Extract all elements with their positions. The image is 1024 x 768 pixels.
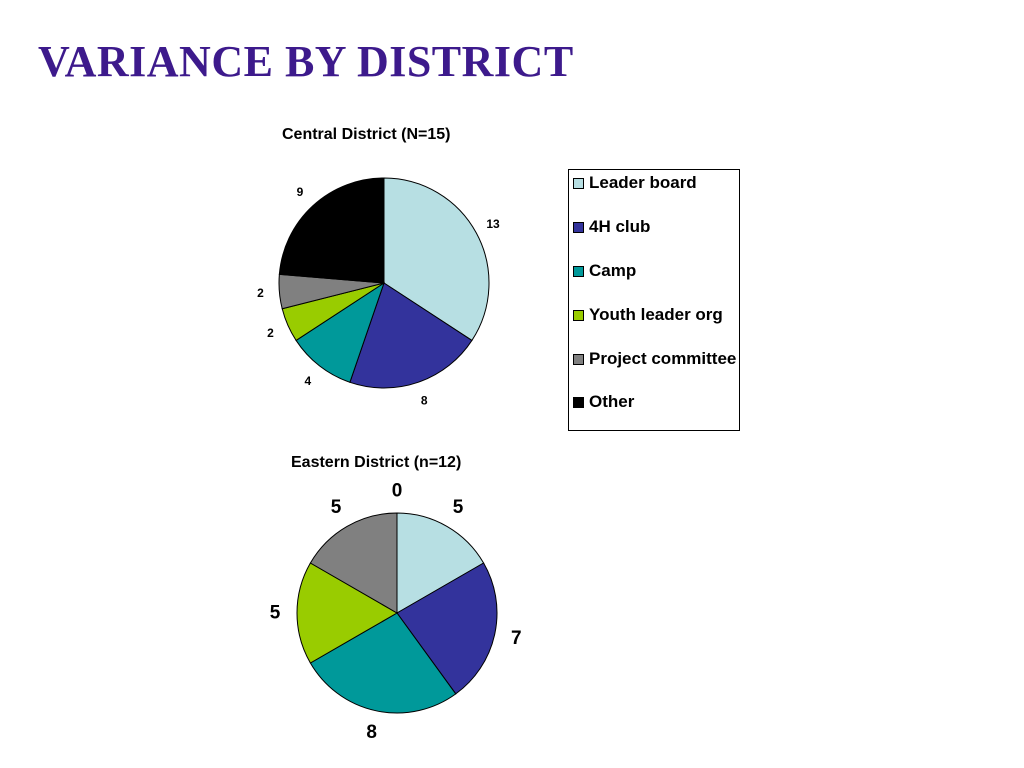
eastern-data-label-leader-board: 5 [453,497,464,518]
central-data-label-leader-board: 13 [486,217,500,231]
legend-label: Camp [589,261,637,280]
legend-label: Project committee [589,349,737,368]
eastern-data-label-4h-club: 7 [511,628,522,649]
eastern-slice-leader-board [396,512,485,614]
legend-item-project-committee: Project committee [573,349,736,369]
legend-swatch [573,222,584,233]
legend-item-leader-board: Leader board [573,173,697,193]
legend-label: Youth leader org [589,305,723,324]
chart-legend: Leader board 4H club Camp Youth leader o… [568,169,740,431]
legend-label: 4H club [589,217,651,236]
eastern-data-label-project-committee: 5 [331,497,342,518]
eastern-slice-project-committee [309,512,398,614]
central-data-label-4h-club: 8 [421,393,428,407]
central-slice-camp [295,281,385,383]
central-data-label-camp: 4 [304,374,311,388]
legend-swatch [573,310,584,321]
legend-item-other: Other [573,392,634,412]
eastern-slice-4h-club [396,562,498,695]
central-data-label-youth-leader-org: 2 [267,326,274,340]
legend-swatch [573,266,584,277]
eastern-slice-camp [309,612,457,714]
central-slice-4h-club [349,282,473,389]
eastern-slice-youth-leader-org [296,562,399,664]
legend-swatch [573,178,584,189]
slide-title: VARIANCE BY DISTRICT [38,37,574,86]
legend-item-4h-club: 4H club [573,217,650,237]
legend-item-camp: Camp [573,261,636,281]
legend-swatch [573,397,584,408]
legend-label: Other [589,392,635,411]
central-data-label-other: 9 [297,185,304,199]
central-slice-other [278,177,385,284]
eastern-data-label-camp: 8 [366,722,377,743]
legend-swatch [573,354,584,365]
eastern-data-label-other: 0 [392,481,403,502]
eastern-data-label-youth-leader-org: 5 [270,603,281,624]
central-chart-title: Central District (N=15) [282,126,451,143]
legend-item-youth-leader-org: Youth leader org [573,305,723,325]
legend-label: Leader board [589,173,697,192]
eastern-chart-title: Eastern District (n=12) [291,454,462,471]
central-data-label-project-committee: 2 [257,286,264,300]
